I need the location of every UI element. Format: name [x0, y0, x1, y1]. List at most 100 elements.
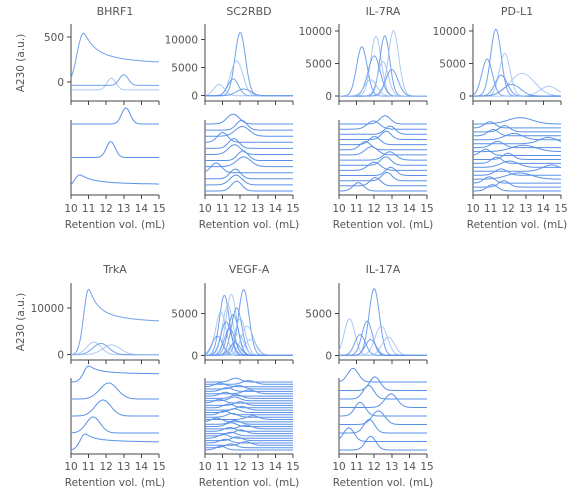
trace-stacked [473, 133, 561, 141]
panel-title: SC2RBD [226, 5, 271, 18]
trace-stacked [473, 184, 561, 192]
x-tick-label: 10 [332, 203, 345, 215]
trace-stacked [339, 120, 427, 130]
y-tick-label: 0 [191, 350, 198, 362]
trace-stacked [339, 376, 427, 391]
trace-stacked [205, 384, 293, 390]
x-axis-label: Retention vol. (mL) [65, 477, 165, 489]
trace-stacked [339, 166, 427, 176]
x-tick-label: 14 [269, 461, 283, 473]
trace-stacked [205, 119, 293, 131]
x-tick-label: 15 [420, 461, 433, 473]
x-tick-label: 13 [117, 461, 130, 473]
trace-overlay [339, 338, 427, 356]
trace-overlay [71, 77, 159, 91]
x-tick-label: 10 [332, 461, 345, 473]
trace-stacked [205, 138, 293, 149]
panel-title: IL-17A [366, 263, 401, 276]
x-tick-label: 14 [403, 461, 417, 473]
trace-stacked [205, 180, 293, 192]
y-tick-label: 5000 [305, 59, 332, 71]
panel-title: IL-7RA [366, 5, 401, 18]
trace-stacked [472, 176, 561, 184]
x-tick-label: 14 [537, 203, 551, 215]
trace-stacked [339, 171, 427, 182]
y-tick-label: 500 [44, 32, 64, 44]
trace-stacked [205, 441, 293, 446]
trace-stacked [339, 151, 427, 161]
trace-overlay [205, 313, 293, 356]
trace-stacked [339, 418, 427, 434]
trace-stacked [205, 156, 293, 168]
trace-stacked [205, 408, 293, 413]
x-tick-label: 12 [502, 203, 515, 215]
trace-stacked [205, 405, 293, 411]
trace-stacked [205, 382, 293, 388]
x-tick-label: 10 [198, 203, 211, 215]
trace-stacked [339, 401, 427, 417]
trace-stacked [205, 113, 293, 125]
x-tick-label: 14 [135, 461, 149, 473]
trace-stacked [205, 422, 293, 428]
trace-stacked [473, 180, 561, 188]
x-tick-label: 11 [350, 461, 363, 473]
y-tick-label: 10000 [31, 303, 64, 315]
trace-stacked [204, 162, 293, 174]
trace-overlay [205, 328, 293, 356]
y-tick-label: 10000 [299, 26, 332, 38]
trace-stacked [205, 131, 293, 143]
trace-overlay [205, 88, 293, 97]
x-tick-label: 14 [403, 203, 417, 215]
trace-stacked [70, 433, 159, 451]
x-axis-label: Retention vol. (mL) [199, 477, 299, 489]
trace-stacked [205, 424, 293, 430]
panel-pd-l1: PD-L1 0 5000 10000 10 11 12 13 14 15 Retention vol… [433, 5, 568, 231]
y-tick-label: 10000 [165, 34, 198, 46]
trace-stacked [339, 435, 427, 451]
trace-overlay [70, 33, 160, 78]
y-tick-label: 0 [459, 91, 466, 103]
trace-stacked [205, 144, 293, 155]
trace-stacked [473, 125, 561, 133]
trace-stacked [205, 427, 293, 432]
x-tick-label: 12 [100, 461, 113, 473]
panel-title: BHRF1 [97, 5, 134, 18]
trace-overlay [339, 79, 427, 97]
x-tick-label: 13 [251, 203, 264, 215]
trace-stacked [70, 174, 159, 186]
trace-stacked [205, 401, 293, 406]
trace-stacked [205, 396, 293, 402]
trace-stacked [205, 445, 293, 451]
panel-trka: TrkA 0 10000 10 11 12 13 14 15 Retention vol. (mL… [31, 263, 166, 489]
trace-stacked [205, 380, 293, 385]
trace-stacked [205, 398, 293, 404]
trace-overlay [71, 344, 159, 356]
trace-stacked [70, 416, 159, 434]
trace-stacked [473, 164, 562, 172]
x-tick-label: 14 [135, 203, 149, 215]
y-tick-label: 5000 [305, 309, 332, 321]
x-tick-label: 11 [82, 461, 95, 473]
x-tick-label: 15 [152, 461, 165, 473]
trace-stacked [473, 117, 561, 125]
trace-stacked [205, 387, 293, 392]
trace-stacked [339, 130, 427, 140]
x-tick-label: 10 [64, 461, 77, 473]
x-tick-label: 15 [152, 203, 165, 215]
panel-bhrf1: BHRF1 0 500 10 11 12 13 14 15 Retention vol. (mL) [44, 5, 166, 231]
x-tick-label: 12 [368, 203, 381, 215]
trace-stacked [71, 141, 159, 158]
panel-il-7ra: IL-7RA 0 5000 10000 10 11 12 13 14 15 Retention vo… [299, 5, 434, 231]
x-tick-label: 11 [484, 203, 497, 215]
y-tick-label: 0 [57, 77, 64, 89]
x-axis-label: Retention vol. (mL) [467, 219, 567, 231]
trace-stacked [338, 367, 427, 383]
trace-stacked [339, 141, 427, 151]
trace-stacked [473, 144, 561, 153]
trace-stacked [204, 417, 293, 423]
trace-stacked [205, 420, 293, 425]
trace-stacked [205, 415, 293, 420]
x-tick-label: 14 [269, 203, 283, 215]
x-tick-label: 13 [385, 203, 398, 215]
